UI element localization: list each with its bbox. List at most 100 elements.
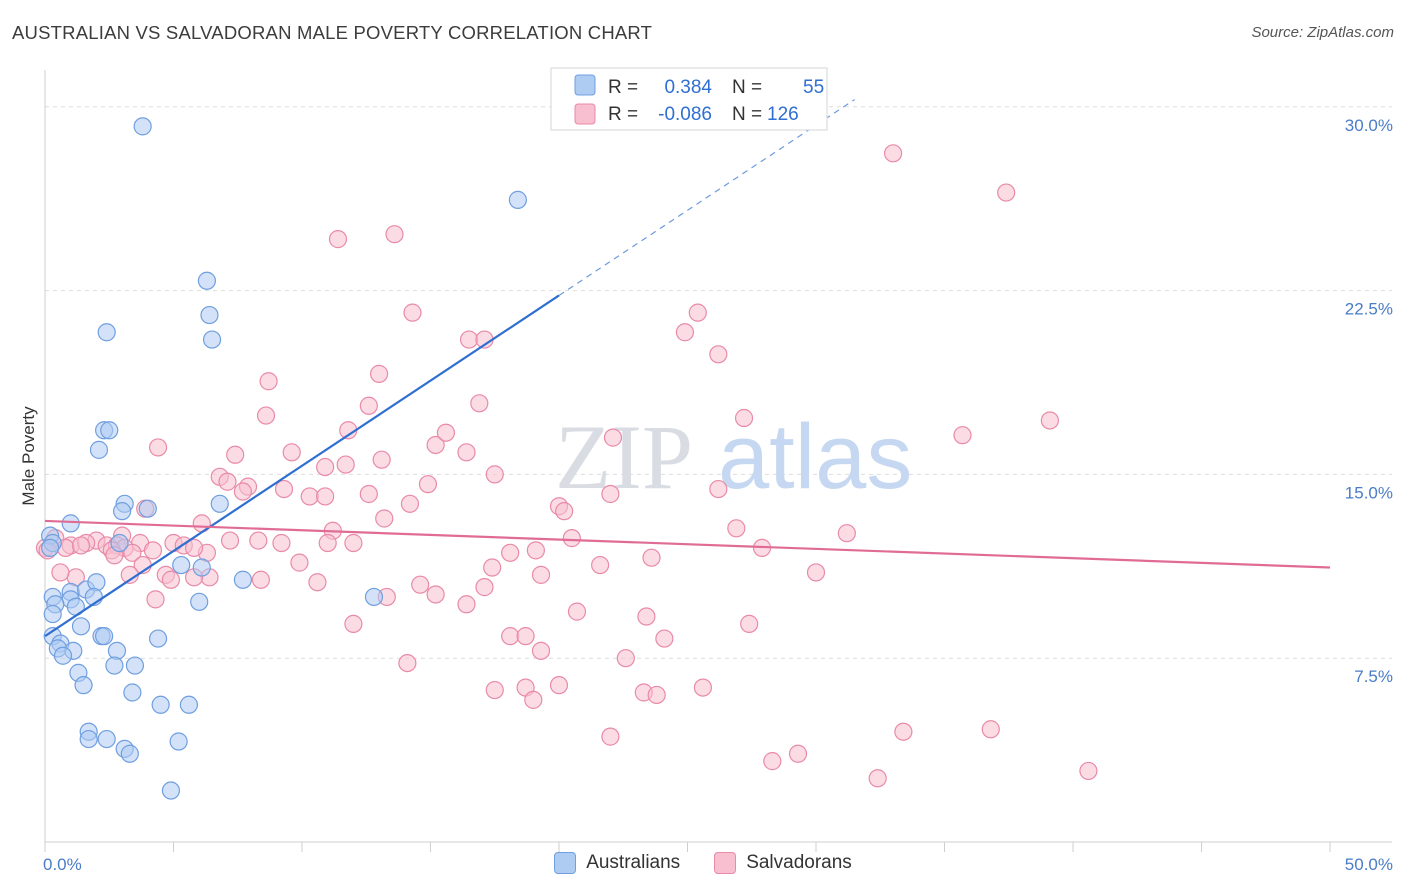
salvadorans-point <box>359 484 378 504</box>
salvadorans-point <box>308 573 327 592</box>
salvadorans-point <box>953 426 972 445</box>
australians-point <box>169 732 188 751</box>
salvadorans-point <box>837 524 856 543</box>
salvadorans-point <box>601 484 620 504</box>
australians-point <box>87 573 106 592</box>
salvadorans-point <box>567 602 587 621</box>
salvadorans-point <box>727 519 746 538</box>
australians-point <box>110 533 129 553</box>
australians-point <box>202 330 222 349</box>
australians-point <box>123 683 142 702</box>
salvadorans-point <box>524 690 543 709</box>
legend-label-salvadorans: Salvadorans <box>746 852 852 873</box>
salvadorans-point <box>318 533 337 553</box>
australians-point <box>364 587 384 607</box>
salvadorans-point <box>1079 761 1098 781</box>
salvadorans-point <box>385 225 404 244</box>
australians-trend-extension <box>558 99 855 296</box>
australians-point <box>161 781 181 800</box>
watermark: ZIP atlas <box>555 406 912 508</box>
legend-frame <box>550 67 828 131</box>
legend-swatch-australians-bottom <box>554 852 577 874</box>
australians-point <box>95 627 114 646</box>
legend-label-australians: Australians <box>586 852 681 873</box>
salvadorans-point <box>436 423 456 442</box>
salvadorans-point <box>403 303 422 322</box>
salvadorans-point <box>883 144 903 163</box>
australians-point <box>74 676 93 695</box>
salvadorans-point <box>485 465 504 484</box>
australians-point <box>41 538 60 558</box>
salvadorans-point <box>531 565 551 584</box>
series-legend: Australians Salvadorans <box>0 852 1406 874</box>
salvadorans-point <box>344 614 363 633</box>
salvadorans-point <box>184 538 204 558</box>
salvadorans-point <box>344 533 363 553</box>
salvadorans-point <box>398 653 417 673</box>
australians-point <box>61 514 80 533</box>
x-tick-label-max: 50.0% <box>1345 855 1393 874</box>
salvadorans-point <box>359 396 378 415</box>
australians-point <box>79 729 98 749</box>
trend-layer <box>44 99 1331 638</box>
australians-point <box>43 604 62 624</box>
salvadorans-point <box>806 563 826 582</box>
salvadorans-point <box>336 455 355 474</box>
australians-point <box>133 117 152 136</box>
salvadorans-point <box>251 570 270 589</box>
y-tick-label: 15.0% <box>1345 483 1393 502</box>
salvadorans-point <box>300 487 319 506</box>
salvadorans-point <box>734 408 754 428</box>
salvadorans-point <box>475 578 494 597</box>
legend-swatch-salvadorans-bottom <box>714 852 737 874</box>
salvadorans-point <box>647 685 666 705</box>
australians-point <box>120 744 139 763</box>
salvadorans-point <box>411 575 430 594</box>
australians-point <box>100 421 119 440</box>
australians-point <box>233 570 252 589</box>
australians-point <box>151 695 170 714</box>
australians-point <box>172 555 191 575</box>
salvadorans-point <box>868 769 887 788</box>
salvadorans-point <box>562 529 581 548</box>
salvadorans-point <box>763 752 782 771</box>
salvadorans-point <box>603 428 623 447</box>
australians-point <box>97 323 116 342</box>
salvadorans-point <box>418 475 438 494</box>
australians-point <box>508 190 527 209</box>
salvadorans-point <box>555 502 574 521</box>
salvadorans-point <box>426 585 445 604</box>
salvadorans-point <box>459 330 479 349</box>
x-tick-label-min: 0.0% <box>43 855 82 874</box>
salvadorans-point <box>470 394 489 413</box>
legend-swatch-australians <box>574 74 596 96</box>
salvadorans-point <box>143 541 163 560</box>
australians-point <box>197 271 217 290</box>
salvadorans-point <box>259 372 278 391</box>
salvadorans-point <box>148 438 168 457</box>
correlation-legend: R = 0.384 N = 55 R = -0.086 N = 126 <box>550 67 828 131</box>
salvadorans-point <box>220 531 240 550</box>
salvadorans-point <box>740 614 759 633</box>
y-tick-label: 7.5% <box>1354 667 1393 686</box>
australians-point <box>148 629 168 648</box>
salvadorans-point <box>316 487 335 506</box>
salvadorans-point <box>71 536 91 555</box>
y-tick-label: 22.5% <box>1345 300 1393 319</box>
australians-point <box>53 646 73 665</box>
legend-item-australians: Australians <box>554 852 680 874</box>
salvadorans-point <box>457 443 476 462</box>
legend-r-value-1: 0.384 <box>664 77 712 98</box>
salvadorans-point <box>642 548 661 567</box>
salvadorans-point <box>981 720 1000 739</box>
australians-point <box>210 494 229 513</box>
salvadorans-point <box>601 727 620 746</box>
salvadorans-point <box>51 563 70 582</box>
salvadorans-point <box>788 744 808 763</box>
salvadorans-point <box>274 479 294 499</box>
australians-point <box>200 305 219 325</box>
salvadorans-point <box>233 482 252 501</box>
salvadorans-point <box>591 555 610 575</box>
legend-n-label-1: N = <box>732 77 762 98</box>
